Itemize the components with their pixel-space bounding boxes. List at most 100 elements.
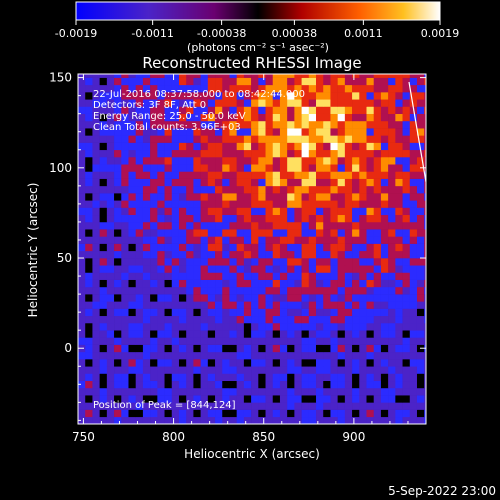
- heatmap-cell: [171, 330, 180, 338]
- heatmap-cell: [402, 366, 411, 374]
- heatmap-cell: [157, 243, 165, 252]
- heatmap-cell: [316, 135, 324, 143]
- heatmap-cell: [337, 171, 346, 179]
- heatmap-cell: [236, 171, 245, 179]
- heatmap-cell: [215, 308, 223, 317]
- heatmap-cell: [236, 279, 245, 288]
- heatmap-cell: [193, 77, 201, 86]
- heatmap-cell: [114, 178, 122, 187]
- heatmap-cell: [330, 200, 338, 208]
- heatmap-cell: [330, 344, 338, 353]
- heatmap-cell: [316, 286, 324, 295]
- heatmap-cell: [215, 221, 223, 230]
- heatmap-cell: [287, 387, 295, 396]
- heatmap-cell: [308, 164, 317, 172]
- heatmap-cell: [85, 243, 93, 252]
- colorbar-tick-label: 0.0011: [344, 27, 383, 40]
- heatmap-cell: [121, 286, 129, 295]
- heatmap-cell: [121, 243, 129, 252]
- heatmap-cell: [409, 84, 418, 93]
- heatmap-cell: [207, 258, 216, 266]
- heatmap-cell: [150, 402, 158, 410]
- heatmap-cell: [106, 322, 115, 331]
- heatmap-cell: [99, 301, 108, 309]
- heatmap-cell: [200, 308, 209, 317]
- heatmap-cell: [344, 193, 353, 201]
- heatmap-cell: [99, 380, 108, 389]
- heatmap-cell: [135, 113, 144, 122]
- heatmap-cell: [316, 77, 324, 86]
- heatmap-cell: [287, 74, 295, 78]
- heatmap-cell: [114, 236, 122, 244]
- heatmap-cell: [402, 92, 411, 100]
- heatmap-cell: [92, 99, 100, 107]
- heatmap-cell: [258, 258, 266, 266]
- heatmap-cell: [323, 193, 331, 201]
- heatmap-cell: [135, 207, 144, 216]
- heatmap-cell: [316, 193, 324, 201]
- heatmap-cell: [395, 373, 403, 382]
- heatmap-cell: [171, 106, 180, 114]
- heatmap-cell: [380, 286, 389, 295]
- heatmap-cell: [330, 149, 338, 158]
- heatmap-cell: [294, 84, 302, 93]
- heatmap-cell: [373, 243, 382, 252]
- heatmap-cell: [157, 99, 165, 107]
- heatmap-cell: [114, 366, 122, 374]
- heatmap-cell: [352, 207, 360, 216]
- heatmap-cell: [251, 229, 259, 237]
- heatmap-cell: [316, 272, 324, 280]
- heatmap-cell: [395, 156, 403, 165]
- heatmap-cell: [373, 142, 382, 151]
- heatmap-cell: [236, 330, 245, 338]
- heatmap-cell: [301, 359, 310, 367]
- heatmap-cell: [294, 337, 302, 345]
- heatmap-cell: [323, 77, 331, 86]
- heatmap-cell: [135, 402, 144, 410]
- heatmap-cell: [114, 380, 122, 389]
- heatmap-cell: [352, 99, 360, 107]
- heatmap-cell: [258, 344, 266, 353]
- heatmap-cell: [265, 106, 274, 114]
- heatmap-cell: [388, 387, 396, 396]
- heatmap-cell: [251, 344, 259, 353]
- heatmap-cell: [323, 387, 331, 396]
- heatmap-cell: [92, 387, 100, 396]
- heatmap-cell: [157, 142, 165, 151]
- heatmap-cell: [416, 106, 425, 114]
- heatmap-cell: [243, 236, 252, 244]
- heatmap-cell: [229, 315, 237, 324]
- heatmap-cell: [106, 330, 115, 338]
- heatmap-cell: [106, 373, 115, 382]
- heatmap-cell: [352, 409, 360, 418]
- heatmap-cell: [265, 366, 274, 374]
- heatmap-cell: [142, 258, 151, 266]
- heatmap-cell: [380, 185, 389, 194]
- heatmap-cell: [114, 106, 122, 114]
- heatmap-cell: [193, 315, 201, 324]
- heatmap-cell: [128, 221, 136, 230]
- heatmap-cell: [409, 395, 418, 403]
- heatmap-cell: [178, 74, 187, 78]
- heatmap-cell: [200, 207, 209, 216]
- heatmap-cell: [135, 359, 144, 367]
- heatmap-cell: [279, 294, 288, 302]
- heatmap-cell: [236, 156, 245, 165]
- heatmap-cell: [78, 214, 86, 223]
- heatmap-cell: [157, 258, 165, 266]
- heatmap-cell: [121, 258, 129, 266]
- heatmap-cell: [359, 294, 367, 302]
- heatmap-cell: [366, 258, 375, 266]
- annotation-detectors: Detectors: 3F 8F, Att 0: [93, 100, 206, 111]
- heatmap-cell: [207, 113, 216, 122]
- heatmap-cell: [337, 77, 346, 86]
- heatmap-cell: [380, 84, 389, 93]
- heatmap-cell: [164, 171, 173, 179]
- heatmap-cell: [186, 258, 194, 266]
- heatmap-cell: [85, 113, 93, 122]
- heatmap-cell: [287, 142, 295, 151]
- heatmap-cell: [222, 416, 230, 424]
- heatmap-cell: [373, 402, 382, 410]
- heatmap-cell: [106, 193, 115, 201]
- heatmap-cell: [279, 409, 288, 418]
